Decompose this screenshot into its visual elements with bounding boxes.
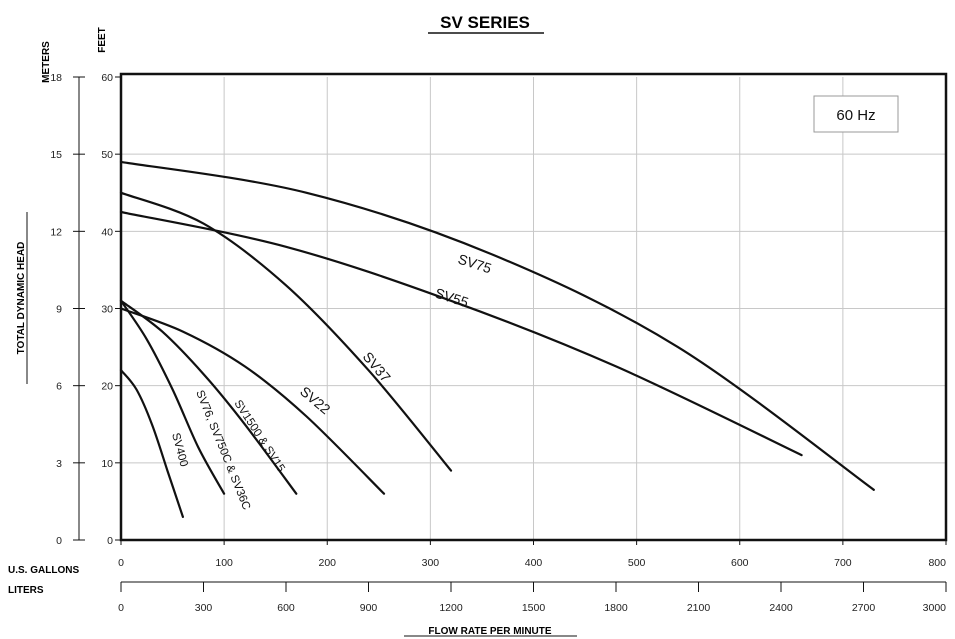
gallon-tick-label: 700 bbox=[834, 557, 852, 569]
x-liters-label: LITERS bbox=[8, 585, 44, 596]
curves bbox=[119, 160, 875, 518]
gallon-tick-label: 500 bbox=[628, 557, 646, 569]
frequency-box bbox=[813, 95, 899, 133]
curve-labels: SV75 SV55 SV37 SV22 SV1500 & SV15 SV76, … bbox=[169, 251, 494, 512]
curve-series-5 bbox=[119, 210, 803, 457]
curve-series-6 bbox=[119, 160, 875, 491]
liter-tick-label: 1500 bbox=[522, 602, 546, 614]
feet-tick-label: 60 bbox=[101, 72, 113, 84]
curve-series-3 bbox=[119, 307, 386, 495]
meter-tick-label: 18 bbox=[50, 72, 62, 84]
feet-ticks: 0 10 20 30 40 50 60 bbox=[101, 72, 121, 547]
curve-series-4 bbox=[119, 191, 453, 472]
frequency-label: 60 Hz bbox=[836, 107, 875, 124]
feet-tick-label: 20 bbox=[101, 381, 113, 393]
label-sv75: SV75 bbox=[456, 251, 494, 277]
grid bbox=[121, 77, 946, 540]
feet-tick-label: 0 bbox=[107, 535, 113, 547]
meter-tick-label: 15 bbox=[50, 149, 62, 161]
gallon-tick-label: 800 bbox=[928, 557, 946, 569]
liter-tick-label: 3000 bbox=[923, 602, 947, 614]
gallon-tick-label: 600 bbox=[731, 557, 749, 569]
y-feet-label: FEET bbox=[97, 27, 108, 53]
curve-series-2 bbox=[119, 299, 298, 495]
liter-tick-label: 300 bbox=[195, 602, 213, 614]
meter-tick-label: 0 bbox=[56, 535, 62, 547]
gallon-tick-label: 100 bbox=[215, 557, 233, 569]
chart-title: SV SERIES bbox=[440, 13, 530, 32]
label-sv55: SV55 bbox=[433, 285, 471, 311]
liters-ticks: 0 300 600 900 1200 1500 1800 2100 2400 2700 3000 bbox=[118, 582, 947, 614]
gallon-tick-label: 200 bbox=[318, 557, 336, 569]
liter-tick-label: 1800 bbox=[604, 602, 628, 614]
x-gallons-label: U.S. GALLONS bbox=[8, 565, 79, 576]
liter-tick-label: 1200 bbox=[439, 602, 463, 614]
gallons-ticks: 0 100 200 300 400 500 600 700 800 bbox=[118, 540, 947, 569]
gallon-tick-label: 400 bbox=[525, 557, 543, 569]
y-meters-label: METERS bbox=[41, 41, 52, 83]
feet-tick-label: 40 bbox=[101, 226, 113, 238]
gallon-tick-label: 0 bbox=[118, 557, 124, 569]
liter-tick-label: 2100 bbox=[687, 602, 711, 614]
meter-tick-label: 3 bbox=[56, 458, 62, 470]
x-axis-title: FLOW RATE PER MINUTE bbox=[428, 626, 551, 637]
meters-ticks: 0 3 6 9 12 15 18 bbox=[50, 72, 85, 547]
liter-tick-label: 900 bbox=[360, 602, 378, 614]
curve-series-0 bbox=[119, 369, 184, 518]
gallon-tick-label: 300 bbox=[422, 557, 440, 569]
meter-tick-label: 12 bbox=[50, 226, 62, 238]
liter-tick-label: 2700 bbox=[852, 602, 876, 614]
liter-tick-label: 2400 bbox=[769, 602, 793, 614]
feet-tick-label: 10 bbox=[101, 458, 113, 470]
liter-tick-label: 0 bbox=[118, 602, 124, 614]
y-axis-title: TOTAL DYNAMIC HEAD bbox=[16, 242, 27, 355]
feet-tick-label: 50 bbox=[101, 149, 113, 161]
feet-tick-label: 30 bbox=[101, 304, 113, 316]
meter-tick-label: 6 bbox=[56, 381, 62, 393]
liter-tick-label: 600 bbox=[277, 602, 295, 614]
curve-series-1 bbox=[119, 299, 226, 495]
meter-tick-label: 9 bbox=[56, 304, 62, 316]
